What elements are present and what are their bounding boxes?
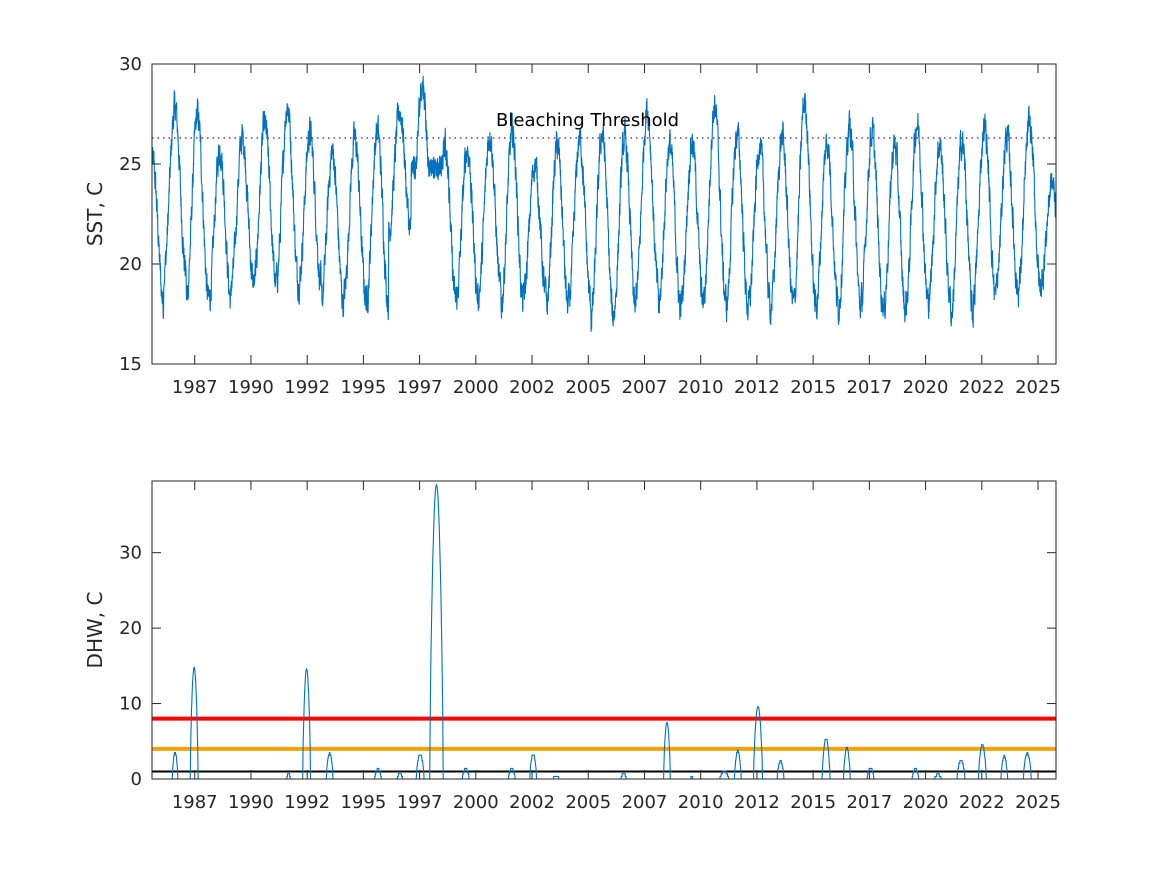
x-tick-label: 1995	[340, 377, 386, 398]
x-tick-label: 2015	[790, 792, 836, 813]
y-tick-label: 20	[119, 618, 142, 639]
y-tick-label: 30	[119, 543, 142, 564]
sst-series-line	[152, 75, 1056, 332]
x-tick-label: 2002	[509, 377, 555, 398]
axes-box	[151, 63, 1057, 365]
x-tick-label: 1990	[228, 377, 274, 398]
x-tick-label: 2015	[790, 377, 836, 398]
x-tick-label: 1992	[284, 792, 330, 813]
y-tick-label: 0	[131, 769, 142, 790]
x-tick-label: 2020	[903, 377, 949, 398]
x-tick-label: 1995	[340, 792, 386, 813]
x-tick-label: 1997	[397, 792, 443, 813]
y-axis-label: SST, C	[83, 182, 107, 246]
x-tick-label: 1992	[284, 377, 330, 398]
x-tick-label: 2000	[453, 792, 499, 813]
x-tick-label: 2017	[846, 792, 892, 813]
x-tick-label: 2012	[734, 792, 780, 813]
y-tick-label: 25	[119, 154, 142, 175]
dhw-series-line	[152, 483, 1056, 779]
x-tick-label: 1987	[172, 792, 218, 813]
x-tick-label: 2017	[846, 377, 892, 398]
y-tick-label: 10	[119, 694, 142, 715]
x-tick-label: 1987	[172, 377, 218, 398]
x-tick-label: 2022	[959, 377, 1005, 398]
axes-box	[151, 480, 1057, 780]
x-tick-label: 1997	[397, 377, 443, 398]
x-tick-label: 2025	[1015, 377, 1061, 398]
x-tick-label: 2010	[678, 377, 724, 398]
y-axis-label: DHW, C	[83, 592, 107, 669]
x-tick-label: 2010	[678, 792, 724, 813]
y-tick-label: 20	[119, 254, 142, 275]
x-tick-label: 2007	[622, 377, 668, 398]
x-tick-label: 2000	[453, 377, 499, 398]
x-tick-label: 1990	[228, 792, 274, 813]
x-tick-label: 2025	[1015, 792, 1061, 813]
x-tick-label: 2007	[622, 792, 668, 813]
x-tick-label: 2002	[509, 792, 555, 813]
y-tick-label: 15	[119, 354, 142, 375]
x-tick-label: 2012	[734, 377, 780, 398]
y-tick-label: 30	[119, 54, 142, 75]
x-tick-label: 2005	[565, 792, 611, 813]
x-tick-label: 2022	[959, 792, 1005, 813]
plot-area	[152, 75, 1056, 332]
x-tick-label: 2005	[565, 377, 611, 398]
dhw-panel: 0 10 20 30 1987 1990 1992 1995 1997 2000 2002 2005 2…	[83, 480, 1061, 813]
x-tick-label: 2020	[903, 792, 949, 813]
plot-area	[152, 483, 1056, 779]
bleaching-threshold-label: Bleaching Threshold	[496, 110, 679, 131]
